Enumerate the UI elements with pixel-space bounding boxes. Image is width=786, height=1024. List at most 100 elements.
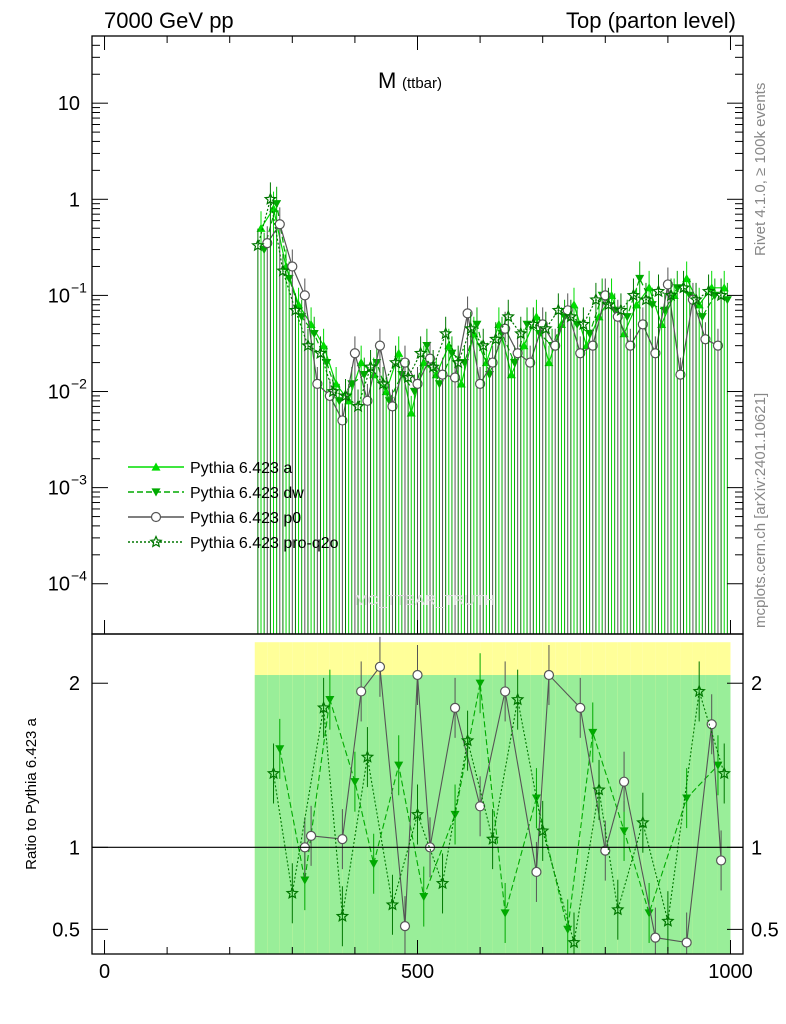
ratio-point-pro-q2o [536, 823, 550, 837]
main-point-a [644, 283, 654, 292]
ratio-point-dw [644, 909, 654, 918]
y-tick-label: 1 [69, 189, 80, 211]
ratio-band-inner [630, 675, 643, 954]
main-point-pro-q2o [526, 317, 540, 331]
ratio-point-dw [500, 909, 510, 918]
main-point-p0 [362, 395, 373, 406]
ratio-point-p0 [650, 932, 661, 943]
ratio-band-inner [467, 675, 481, 954]
chart-title-main: M [378, 68, 396, 93]
main-point-dw [309, 330, 319, 339]
main-point-dw [484, 370, 494, 380]
main-point-a [594, 312, 604, 321]
main-point-p0 [262, 238, 273, 249]
main-point-pro-q2o [626, 288, 641, 302]
main-point-dw [322, 358, 332, 368]
main-point-pro-q2o [351, 399, 365, 413]
ratio-y-tick-label-right: 2 [751, 673, 762, 695]
main-point-dw [660, 306, 670, 315]
legend-marker-p0 [150, 511, 162, 523]
ratio-point-p0 [681, 937, 692, 948]
main-point-pro-q2o [451, 355, 465, 369]
y-tick-exponent: −4 [71, 568, 87, 584]
y-tick-label: 10 [48, 478, 70, 500]
main-point-p0 [299, 290, 310, 301]
main-point-pro-q2o [363, 359, 378, 373]
main-point-p0 [587, 340, 598, 351]
main-point-a [556, 319, 566, 328]
main-point-pro-q2o [614, 303, 628, 316]
legend: Pythia 6.423 a Pythia 6.423 dw Pythia 6.42… [128, 460, 339, 552]
main-point-a [256, 223, 266, 232]
ratio-point-p0 [305, 830, 317, 841]
main-point-pro-q2o [476, 338, 491, 352]
ratio-point-dw [450, 810, 460, 820]
ratio-y-tick-label: 1 [69, 837, 80, 859]
ratio-band-inner [567, 675, 581, 954]
legend-label-a: Pythia 6.423 a [190, 460, 292, 477]
main-point-pro-q2o [301, 338, 315, 352]
main-point-pro-q2o [564, 309, 578, 323]
ratio-point-p0 [715, 855, 727, 866]
watermark: MC_TTBAR_TRUTH [355, 592, 495, 609]
ratio-point-dw [350, 778, 360, 787]
ratio-point-p0 [412, 669, 423, 681]
ratio-point-pro-q2o [285, 886, 299, 899]
main-point-a [569, 300, 579, 309]
main-point-pro-q2o [501, 309, 515, 323]
main-point-dw [284, 274, 294, 283]
y-tick-exponent: −1 [71, 279, 87, 295]
ratio-band-inner [292, 675, 305, 954]
ratio-band-inner [705, 675, 718, 954]
main-point-pro-q2o [326, 384, 340, 398]
ratio-band-inner [267, 675, 280, 954]
main-point-p0 [399, 357, 411, 368]
ratio-point-dw [563, 925, 573, 934]
main-point-p0 [662, 279, 673, 290]
ratio-band-inner [317, 675, 330, 954]
ratio-band-inner [329, 675, 343, 954]
main-point-a [657, 319, 667, 328]
main-point-dw [722, 296, 732, 305]
main-point-pro-q2o [539, 321, 553, 335]
legend-label-pro-q2o: Pythia 6.423 pro-q2o [190, 535, 339, 552]
ratio-point-pro-q2o [611, 902, 625, 916]
main-point-dw [585, 330, 595, 339]
y-tick-label: 10 [48, 574, 70, 596]
main-point-a [319, 341, 329, 350]
main-point-p0 [700, 334, 711, 345]
main-point-p0 [387, 401, 398, 412]
main-point-a [632, 300, 642, 309]
main-point-dw [359, 370, 369, 380]
ratio-point-dw [713, 761, 723, 770]
main-point-dw [622, 313, 632, 322]
ratio-point-pro-q2o [485, 832, 500, 845]
main-point-p0 [512, 348, 523, 359]
ratio-point-pro-q2o [692, 684, 706, 698]
main-panel-series [251, 182, 732, 634]
main-point-p0 [462, 308, 473, 319]
y-tick-label: 10 [48, 285, 70, 307]
ratio-point-dw [275, 745, 285, 754]
ratio-point-p0 [374, 661, 386, 672]
main-point-pro-q2o [401, 370, 415, 384]
ratio-point-pro-q2o [335, 909, 350, 922]
main-point-p0 [287, 261, 298, 272]
ratio-point-p0 [399, 921, 411, 932]
y-tick-label: 10 [48, 382, 70, 404]
main-point-pro-q2o [276, 263, 290, 277]
process-label: Top (parton level) [566, 8, 736, 33]
ratio-point-pro-q2o [717, 766, 731, 780]
main-point-a [406, 408, 416, 417]
main-point-pro-q2o [689, 292, 703, 306]
ratio-band-inner [555, 675, 568, 954]
main-point-pro-q2o [338, 388, 353, 402]
ratio-band-inner [542, 675, 556, 954]
ratio-point-dw [619, 827, 629, 836]
ratio-point-pro-q2o [410, 807, 425, 821]
main-point-dw [297, 313, 307, 322]
main-point-pro-q2o [263, 192, 278, 205]
ratio-point-dw [419, 892, 429, 902]
main-point-p0 [637, 319, 648, 330]
ratio-y-tick-label: 0.5 [52, 919, 80, 941]
